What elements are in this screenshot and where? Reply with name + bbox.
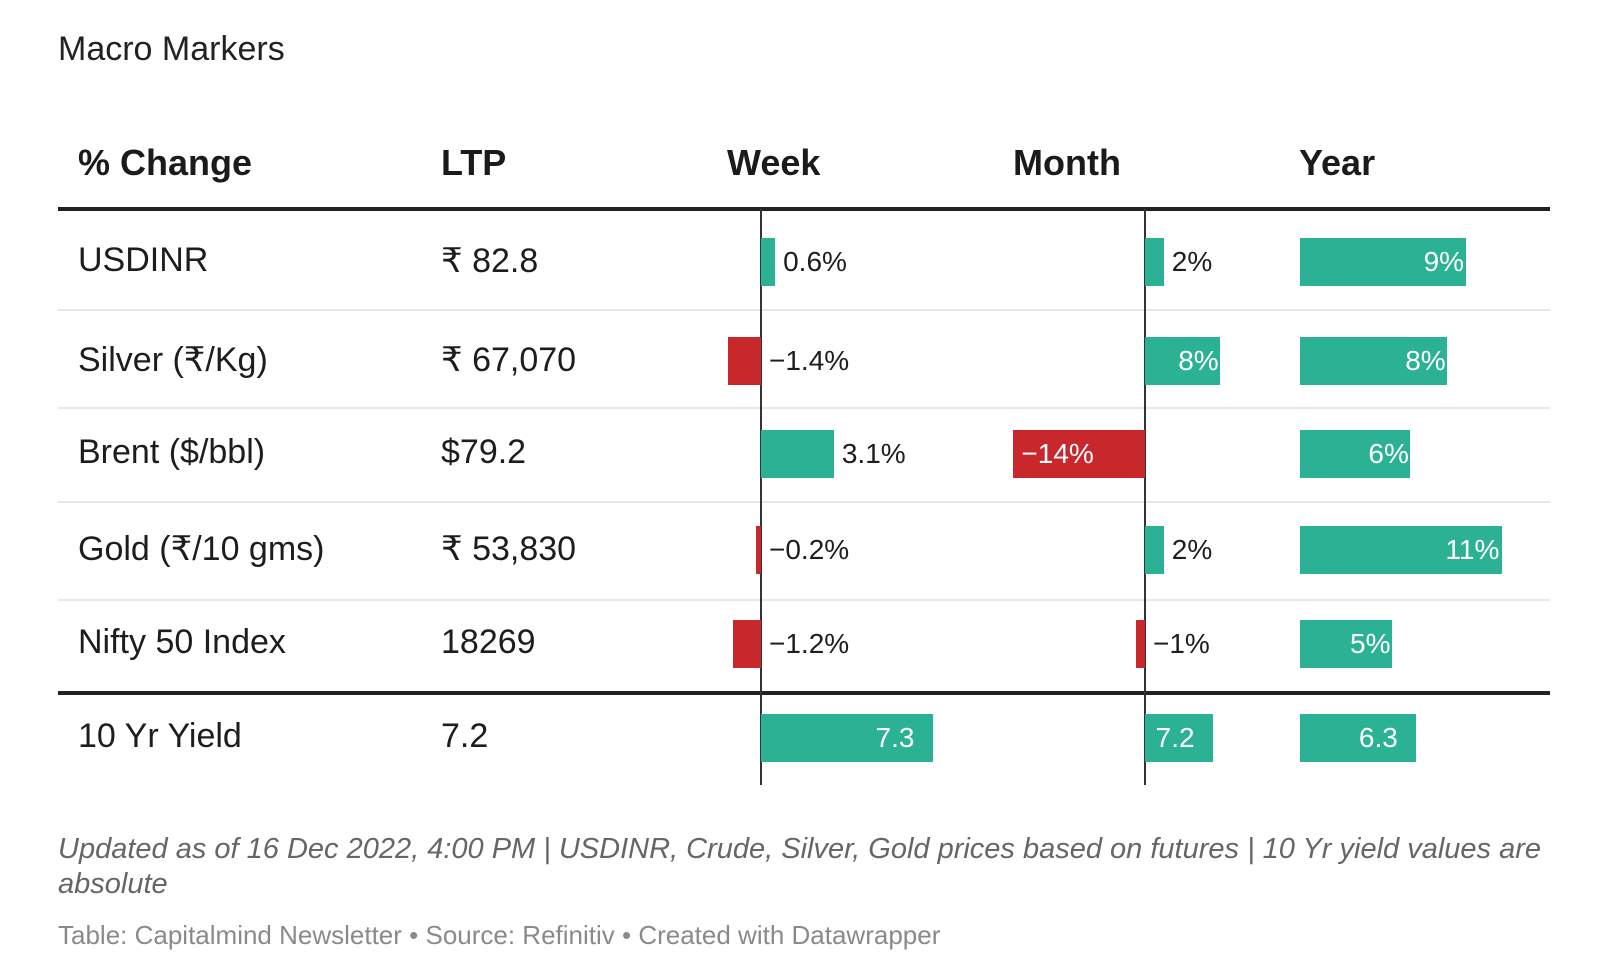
year-value-label: 6%: [1368, 438, 1409, 469]
week-value-label: −0.2%: [769, 534, 850, 565]
row-label: USDINR: [78, 241, 209, 279]
month-value-label: −1%: [1153, 628, 1210, 659]
credit-line: Table: Capitalmind Newsletter • Source: …: [58, 920, 941, 950]
ltp-value: ₹ 67,070: [441, 341, 577, 379]
row-divider: [58, 501, 1550, 503]
header-year: Year: [1299, 142, 1376, 183]
month-bar: [1145, 714, 1213, 762]
footnote: Updated as of 16 Dec 2022, 4:00 PM | USD…: [58, 833, 1542, 900]
chart-title: Macro Markers: [58, 30, 285, 68]
row-label: Silver (₹/Kg): [78, 341, 268, 379]
week-bar: [761, 714, 933, 762]
month-bar: [1145, 337, 1221, 385]
ltp-value: ₹ 53,830: [441, 530, 577, 568]
row-divider: [58, 309, 1550, 311]
week-bar: [761, 430, 834, 478]
week-zero-axis: [760, 209, 762, 785]
month-bar: [1145, 526, 1164, 574]
month-bar: [1145, 238, 1164, 286]
row-label: 10 Yr Yield: [78, 717, 242, 755]
header-week: Week: [727, 142, 821, 183]
week-bar: [761, 238, 776, 286]
month-bar: [1013, 430, 1145, 478]
header-ltp: LTP: [441, 142, 507, 183]
ltp-value: 18269: [441, 623, 536, 661]
header-rule: [58, 207, 1550, 211]
week-bar: [728, 337, 761, 385]
year-value-label: 5%: [1350, 628, 1391, 659]
week-value-label: 3.1%: [841, 438, 906, 469]
month-value-label: 2%: [1171, 534, 1213, 565]
month-bar: [1135, 620, 1145, 668]
row-label: Gold (₹/10 gms): [78, 530, 325, 568]
row-divider: [58, 407, 1550, 409]
ltp-value: $79.2: [441, 433, 527, 471]
total-rule: [58, 691, 1550, 695]
week-value-label: −1.4%: [769, 345, 850, 376]
week-value-label: −1.2%: [769, 628, 850, 659]
month-value-label: −14%: [1021, 438, 1094, 469]
year-value-label: 6.3: [1358, 722, 1398, 753]
year-bar: [1300, 238, 1466, 286]
week-bar: [732, 620, 761, 668]
row-divider: [58, 599, 1550, 601]
week-value-label: 0.6%: [783, 246, 847, 277]
month-value-label: 8%: [1178, 345, 1219, 376]
month-value-label: 7.2: [1155, 722, 1195, 753]
year-value-label: 8%: [1405, 345, 1446, 376]
row-label: Brent ($/bbl): [78, 433, 266, 471]
month-value-label: 2%: [1171, 246, 1213, 277]
year-bar: [1300, 430, 1411, 478]
ltp-value: 7.2: [441, 717, 489, 755]
week-bar: [756, 526, 761, 574]
year-bar: [1300, 337, 1448, 385]
year-value-label: 11%: [1445, 534, 1500, 565]
year-value-label: 9%: [1423, 246, 1465, 277]
year-bar: [1300, 526, 1503, 574]
ltp-value: ₹ 82.8: [441, 242, 539, 280]
row-label: Nifty 50 Index: [78, 623, 286, 661]
header-change: % Change: [78, 142, 253, 183]
year-bar: [1300, 714, 1416, 762]
week-value-label: 7.3: [875, 722, 915, 753]
header-month: Month: [1013, 142, 1121, 183]
month-zero-axis: [1144, 209, 1146, 785]
year-bar: [1300, 620, 1392, 668]
